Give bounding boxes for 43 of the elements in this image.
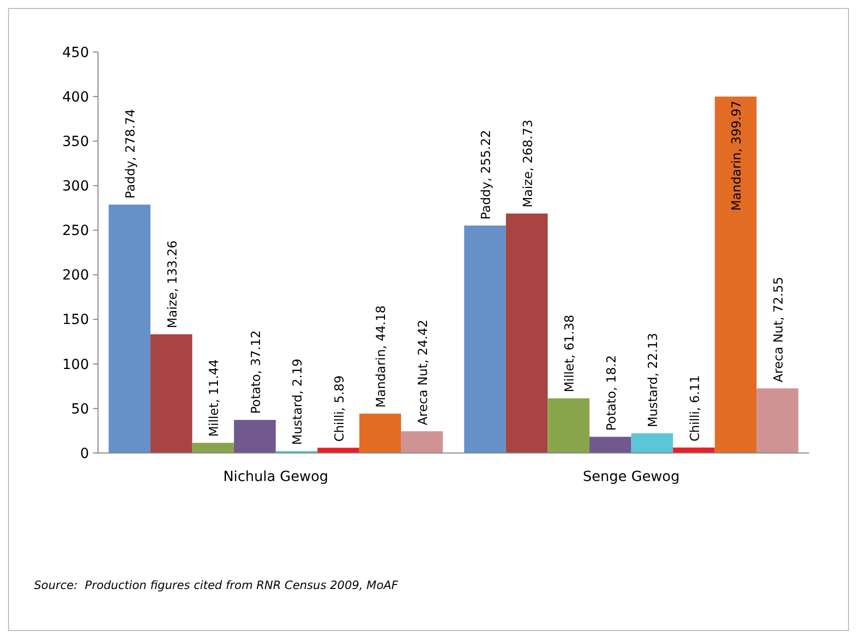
y-tick-label: 350 [62, 134, 89, 150]
bar [673, 448, 715, 453]
text: Millet, 61.38 [562, 314, 577, 392]
y-tick-label: 100 [62, 356, 89, 373]
bar [234, 420, 276, 453]
text: Paddy, 255.22 [478, 130, 494, 220]
bar [589, 436, 632, 453]
y-tick-label: 250 [62, 223, 89, 240]
x-tick-label: Senge Gewog [582, 469, 680, 485]
text: Maize, 133.26 [164, 240, 180, 328]
source-note: Source: Production figures cited from RNR Census 2009, MoAF [34, 578, 398, 592]
bar [714, 96, 757, 453]
y-tick-label: 0 [80, 446, 89, 462]
bar [464, 226, 506, 453]
bar [756, 388, 798, 453]
y-tick-label: 150 [62, 312, 89, 328]
text: Potato, 37.12 [248, 330, 263, 414]
bar [548, 398, 590, 453]
bar [359, 414, 402, 453]
y-tick-label: 300 [62, 178, 89, 195]
y-tick-label: 450 [62, 44, 89, 61]
text: Mustard, 2.19 [290, 358, 305, 446]
bar [506, 214, 548, 453]
y-tick-label: 200 [62, 268, 89, 284]
y-tick-label: 50 [71, 401, 89, 418]
y-tick-label: 400 [62, 89, 89, 106]
bar [108, 204, 150, 453]
bar [631, 433, 674, 453]
text: Millet, 11.44 [206, 359, 222, 437]
bar [401, 431, 443, 453]
text: Mandarin, 44.18 [373, 305, 388, 408]
text: Mandarin, 399.97 [728, 100, 744, 211]
text: Areca Nut, 24.42 [414, 320, 430, 426]
text: Areca Nut, 72.55 [770, 276, 786, 382]
text: Chilli, 5.89 [331, 375, 346, 442]
bar [192, 442, 234, 453]
text: Maize, 268.73 [520, 120, 535, 208]
text: Paddy, 278.74 [122, 109, 138, 199]
x-tick-label: Nichula Gewog [223, 469, 328, 485]
text: Mustard, 22.13 [645, 332, 660, 428]
bar [150, 334, 192, 453]
text: Chilli, 6.11 [686, 375, 702, 442]
text: Potato, 18.2 [603, 355, 618, 431]
